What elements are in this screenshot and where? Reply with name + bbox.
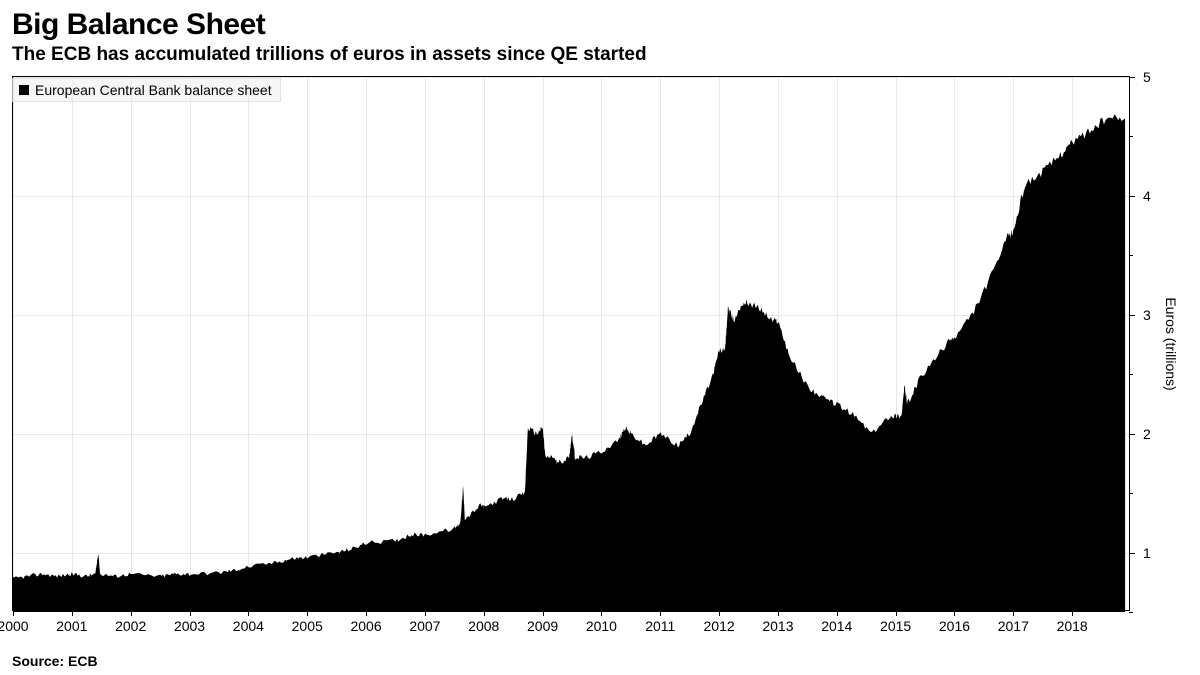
y-axis-title: Euros (trillions) (1163, 297, 1179, 390)
x-axis-label: 2009 (527, 618, 558, 634)
source-label: Source: (12, 653, 64, 669)
chart-footer: Source: ECB (12, 653, 98, 669)
source-value: ECB (68, 653, 98, 669)
chart-container: European Central Bank balance sheet 2000… (12, 76, 1188, 611)
legend: European Central Bank balance sheet (12, 78, 281, 102)
legend-swatch-icon (19, 85, 29, 95)
y-axis-label: 4 (1143, 188, 1151, 204)
x-axis-label: 2001 (56, 618, 87, 634)
y-axis-label: 5 (1143, 69, 1151, 85)
x-axis-label: 2017 (998, 618, 1029, 634)
x-axis-label: 2014 (821, 618, 852, 634)
plot-area: 2000200120022003200420052006200720082009… (12, 76, 1130, 611)
x-axis-label: 2000 (0, 618, 29, 634)
area-series (13, 77, 1131, 612)
chart-title: Big Balance Sheet (12, 8, 1188, 42)
y-axis-label: 2 (1143, 426, 1151, 442)
y-axis-label: 3 (1143, 307, 1151, 323)
x-axis-label: 2011 (645, 618, 675, 634)
x-axis-label: 2018 (1057, 618, 1088, 634)
x-axis-label: 2006 (350, 618, 381, 634)
y-minor-tick (1129, 612, 1133, 613)
legend-series-label: European Central Bank balance sheet (35, 82, 272, 98)
chart-subtitle: The ECB has accumulated trillions of eur… (12, 44, 1188, 66)
x-axis-label: 2010 (586, 618, 617, 634)
x-axis-label: 2003 (174, 618, 205, 634)
x-axis-label: 2005 (292, 618, 323, 634)
x-axis-label: 2002 (115, 618, 146, 634)
x-axis-label: 2008 (468, 618, 499, 634)
x-axis-label: 2012 (704, 618, 735, 634)
chart-header: Big Balance Sheet The ECB has accumulate… (0, 0, 1200, 70)
x-axis-label: 2004 (233, 618, 264, 634)
y-axis-label: 1 (1143, 545, 1151, 561)
x-axis-label: 2013 (762, 618, 793, 634)
x-axis-label: 2015 (880, 618, 911, 634)
x-axis-label: 2007 (409, 618, 440, 634)
x-axis-label: 2016 (939, 618, 970, 634)
